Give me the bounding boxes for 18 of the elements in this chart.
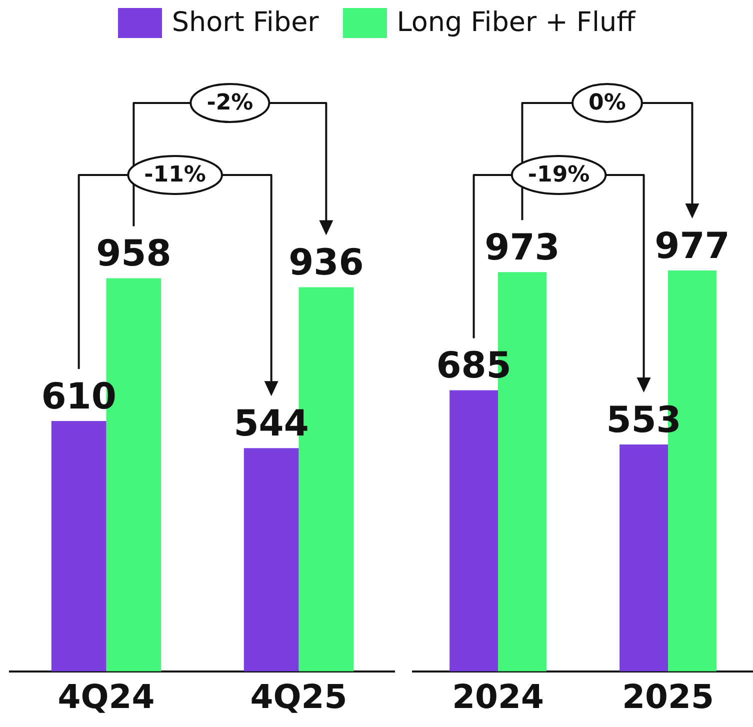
data-label: 977: [654, 226, 730, 267]
data-label: 973: [484, 227, 560, 268]
text: -19%: [528, 162, 590, 188]
data-label: 958: [96, 234, 172, 275]
bar: [51, 421, 106, 672]
text: -2%: [206, 90, 254, 116]
bar: [620, 444, 668, 672]
bar: [450, 390, 498, 672]
x-tick-label: 4Q25: [250, 676, 348, 716]
text: -11%: [144, 162, 206, 188]
x-tick-label: 2025: [622, 676, 714, 716]
x-tick-label: 4Q24: [58, 676, 155, 716]
data-label: 936: [288, 242, 364, 284]
legend-label: Long Fiber + Fluff: [396, 7, 636, 38]
x-tick-label: 2024: [452, 676, 544, 716]
bar: [244, 448, 299, 672]
text: 0%: [588, 90, 626, 116]
legend-label: Short Fiber: [172, 7, 319, 38]
